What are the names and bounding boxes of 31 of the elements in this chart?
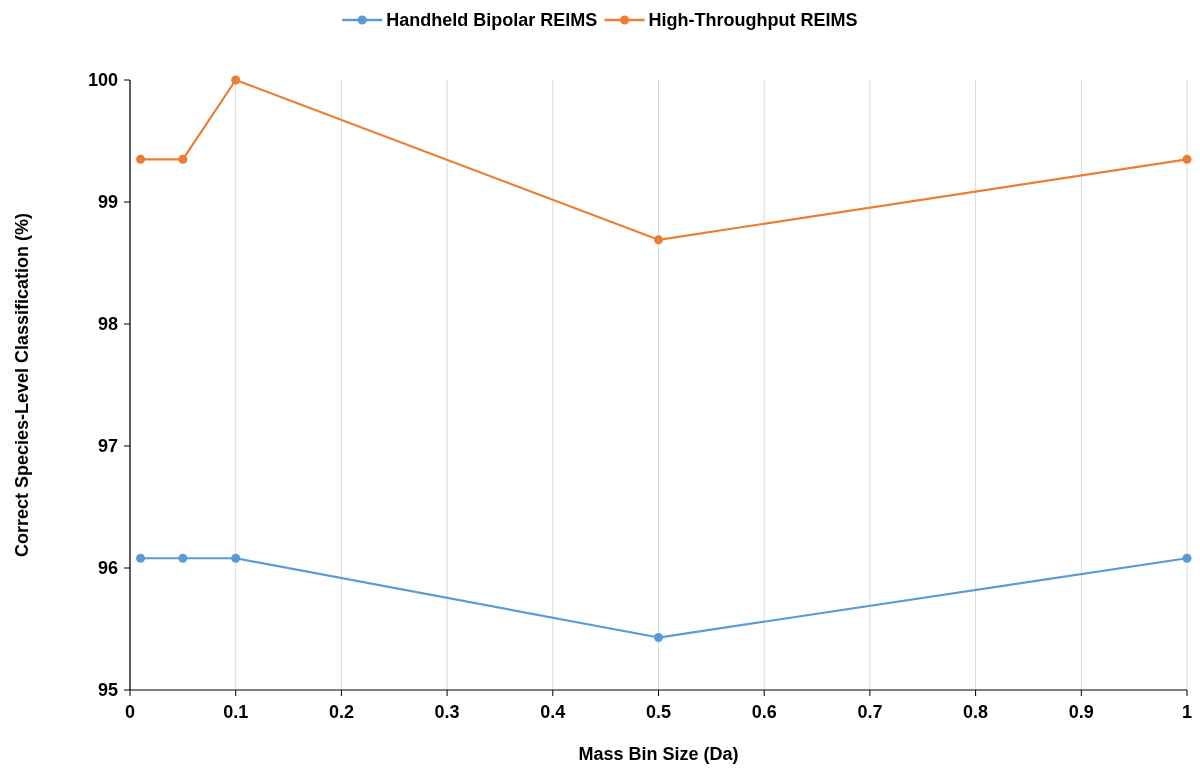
legend-label: High-Throughput REIMS — [648, 10, 858, 31]
point — [1182, 154, 1192, 164]
y-tick-label: 99 — [97, 192, 118, 213]
point — [136, 553, 146, 563]
x-tick-label: 0.9 — [1068, 702, 1094, 722]
y-axis-title: Correct Species-Level Classification (%) — [12, 212, 32, 558]
y-tick-label: 96 — [97, 558, 118, 579]
point — [178, 553, 188, 563]
y-tick-label: 98 — [97, 314, 118, 335]
x-tick-label: 1 — [1181, 702, 1193, 722]
x-tick-label: 0.2 — [328, 702, 354, 722]
point — [654, 235, 663, 245]
y-tick-label: 95 — [97, 680, 118, 701]
point — [178, 154, 188, 164]
point — [231, 553, 241, 563]
x-tick-label: 0.8 — [963, 702, 989, 722]
x-tick-label: 0.6 — [751, 702, 777, 722]
x-tick-label: 0.1 — [223, 702, 249, 722]
x-axis-title: Mass Bin Size (Da) — [578, 744, 739, 764]
point — [1182, 553, 1192, 563]
x-tick-label: 0.4 — [540, 702, 566, 722]
x-tick-label: 0.3 — [434, 702, 460, 722]
legend-label: Handheld Bipolar REIMS — [386, 10, 598, 31]
point — [231, 75, 241, 85]
y-tick-label: 97 — [97, 436, 118, 457]
point — [654, 633, 663, 643]
x-tick-label: 0 — [124, 702, 136, 722]
x-tick-label: 0.5 — [645, 702, 672, 722]
y-tick-label: 100 — [87, 70, 118, 91]
point — [136, 154, 146, 164]
x-tick-label: 0.7 — [857, 702, 883, 722]
